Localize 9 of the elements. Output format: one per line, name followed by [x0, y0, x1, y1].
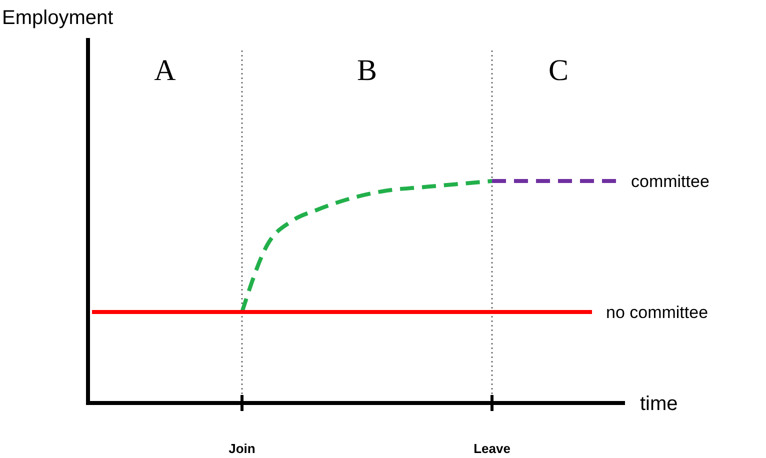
text: B [356, 54, 378, 87]
text: C [548, 54, 569, 87]
x-axis-title: time [640, 393, 678, 415]
x-tick-label: Join [228, 441, 256, 456]
text: A [154, 54, 176, 87]
series-label: committee [631, 172, 710, 191]
series-label: no committee [606, 302, 708, 322]
text: Employment [2, 7, 114, 29]
x-tick-label: Leave [474, 441, 510, 456]
